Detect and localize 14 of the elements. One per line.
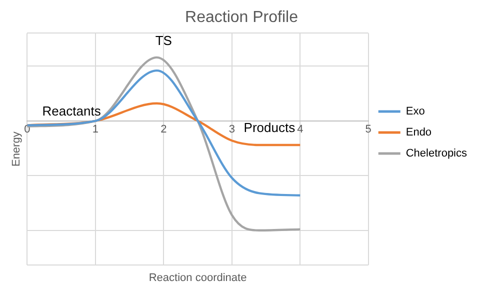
x-tick-label: 3 — [228, 124, 235, 136]
annotation: Reactants — [42, 104, 102, 119]
x-tick-label: 2 — [160, 124, 167, 136]
x-tick-label: 5 — [365, 124, 372, 136]
legend-label: Cheletropics — [406, 148, 468, 160]
x-tick-label: 4 — [297, 124, 304, 136]
text: TS — [155, 32, 172, 48]
chart-title: Reaction Profile — [185, 9, 298, 26]
x-tick-label: 1 — [92, 124, 98, 136]
annotation: Products — [244, 120, 296, 135]
y-axis-title: Energy — [10, 131, 23, 167]
x-axis-title: Reaction coordinate — [148, 272, 247, 284]
legend-label: Exo — [406, 106, 425, 118]
legend-label: Endo — [406, 126, 432, 139]
